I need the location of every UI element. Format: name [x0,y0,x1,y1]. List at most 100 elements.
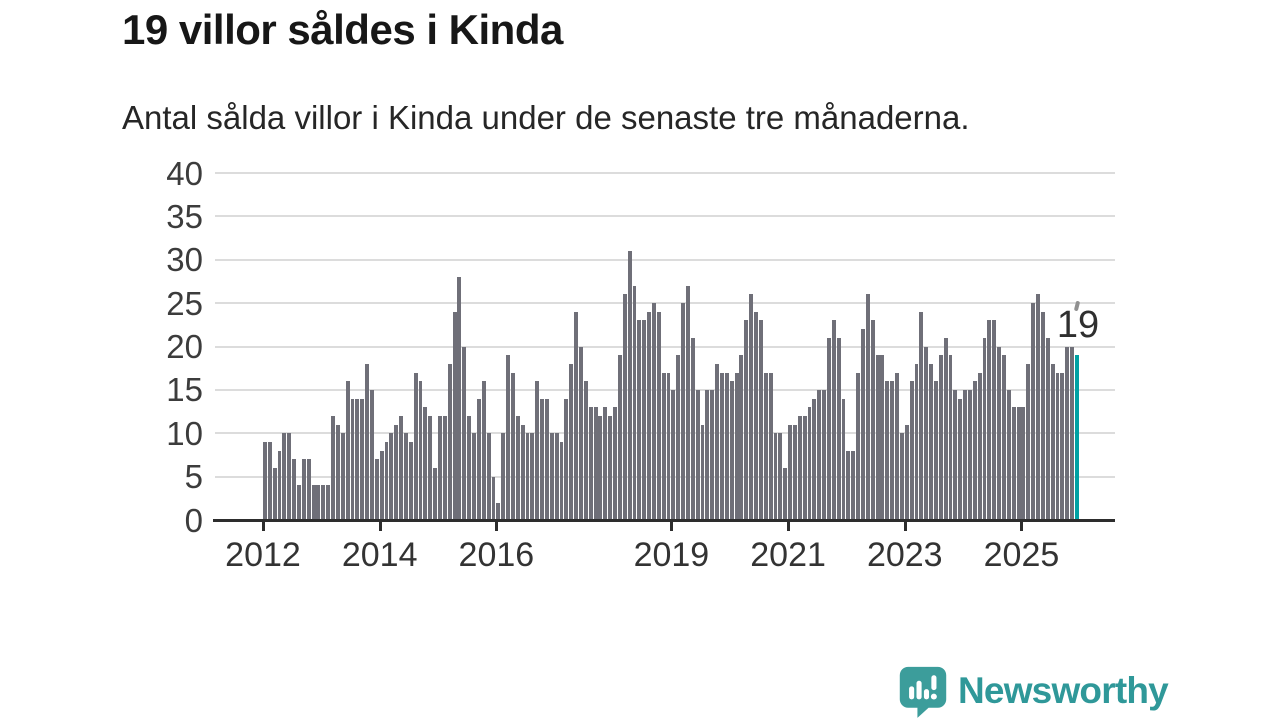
bar [282,433,287,520]
x-axis-tick [378,522,382,531]
bar [831,320,836,520]
bar [549,433,554,520]
bar [608,415,613,520]
bar [627,251,632,520]
bar [763,372,768,520]
bar [676,355,681,520]
bar [399,415,404,520]
bar [715,363,720,520]
bar [773,433,778,520]
bar [754,311,758,520]
bar [598,415,603,520]
bar [977,372,982,520]
bar [389,433,394,520]
bar [535,381,540,520]
bar [729,381,734,520]
bar [306,459,311,520]
bar [681,303,686,520]
bar [350,398,355,520]
y-axis-tick-label: 25 [166,284,203,322]
bar [379,450,384,520]
bar [355,398,360,520]
bar [720,372,724,520]
bar [452,311,457,520]
bar [496,502,501,520]
bar [817,389,822,520]
bar [856,372,861,520]
bar [418,381,423,520]
grid-line [215,258,1115,261]
y-axis-tick-label: 0 [184,501,203,539]
bar [491,476,496,520]
grid-line [215,345,1115,348]
bar [958,398,963,520]
bar [1026,363,1031,520]
bar [1011,407,1016,520]
bar [520,424,525,520]
bar [812,398,817,520]
bar [788,424,792,520]
bar [744,320,749,520]
bar [476,398,481,520]
speech-bubble-bar-chart-icon [899,666,947,718]
bar [442,415,447,520]
bar [851,450,856,520]
bar [335,424,340,520]
x-axis-tick-label: 2021 [750,536,826,574]
bar [510,372,515,520]
bar [1006,389,1011,520]
bar [622,294,627,520]
bar [413,372,418,520]
bar [321,485,326,520]
bar [462,346,467,520]
bar [948,355,953,520]
bar [472,433,476,520]
bar [919,311,924,520]
bar [783,467,788,520]
bar [617,355,622,520]
bar [972,381,977,520]
bar [263,441,267,520]
bar [447,363,452,520]
bar [613,407,617,520]
latest-value-label: 19 [1056,304,1100,346]
bar [506,355,510,520]
bar [297,485,301,520]
bar [943,337,948,520]
bar [885,381,890,520]
newsworthy-wordmark: Newsworthy [958,670,1169,711]
bar [1045,337,1050,520]
bar [938,355,943,520]
bar [1016,407,1021,520]
x-axis-line [213,518,1115,522]
bar [758,320,763,520]
y-axis-tick-label: 35 [166,197,203,235]
bar [583,381,588,520]
x-axis-tick-label: 2016 [458,536,535,574]
x-axis-tick [262,522,265,531]
bar [880,355,885,520]
bar [656,311,661,520]
x-axis-tick-label: 2025 [983,536,1060,574]
bar [369,389,374,520]
bar [374,459,379,520]
bar [1070,346,1074,520]
bar [899,433,904,520]
bar [895,372,899,520]
bar [540,398,545,520]
bar [695,389,700,520]
bar [574,311,579,520]
bar [822,389,827,520]
bar [651,303,656,520]
bar [637,320,642,520]
bar [1050,363,1055,520]
bar [525,433,530,520]
bar [632,285,637,520]
bar [301,459,306,520]
bar [792,424,797,520]
bar [724,372,729,520]
bar [963,389,968,520]
bar [287,433,292,520]
newsworthy-logo: Newsworthy [897,664,1169,718]
bar [1021,407,1026,520]
